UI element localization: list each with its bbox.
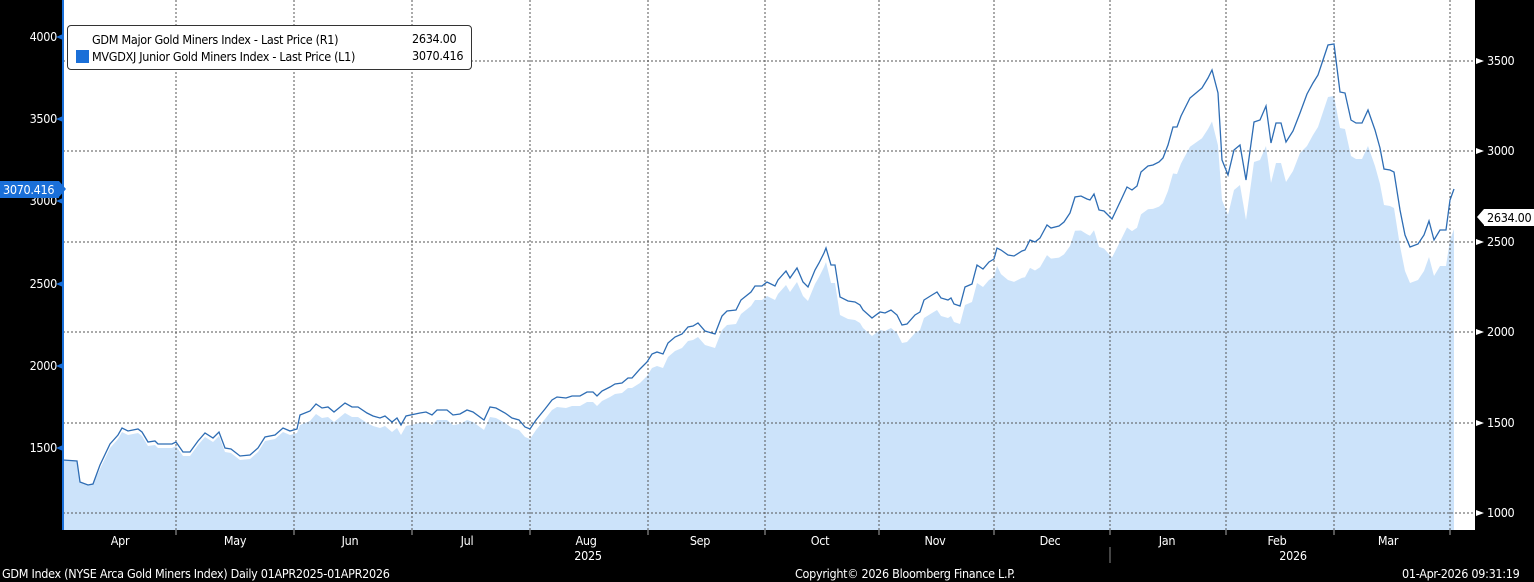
legend-label: GDM Major Gold Miners Index - Last Price… <box>92 31 339 47</box>
month-label: Apr <box>110 533 130 548</box>
right-tick: 1500 <box>1487 415 1515 430</box>
month-label: Dec <box>1039 533 1061 548</box>
left-tick: 3500 <box>29 111 58 126</box>
year-label: 2025 <box>574 548 602 563</box>
left-tick: 1500 <box>29 440 58 455</box>
month-label: Oct <box>810 533 830 548</box>
month-label: Sep <box>689 533 711 548</box>
timestamp: 01-Apr-2026 09:31:19 <box>1402 566 1520 581</box>
legend-value: 2634.00 <box>412 31 457 46</box>
right-last-price-label: 2634.00 <box>1477 209 1534 226</box>
month-label: Jul <box>460 533 474 548</box>
left-tick: 4000 <box>29 29 58 44</box>
month-label: Jan <box>1158 533 1176 548</box>
year-label: 2026 <box>1279 548 1307 563</box>
legend-swatch-white-icon <box>76 32 89 46</box>
legend-item-gdm: GDM Major Gold Miners Index - Last Price… <box>76 31 338 47</box>
legend-value: 3070.416 <box>412 48 464 63</box>
left-tick: 2000 <box>29 358 58 373</box>
right-axis-ticks <box>1476 58 1484 516</box>
right-tick: 2000 <box>1487 324 1515 339</box>
mvgdxj-line-series <box>62 43 1455 486</box>
right-tick: 2500 <box>1487 234 1515 249</box>
month-label: Mar <box>1377 533 1399 548</box>
left-last-price-label: 3070.416 <box>0 181 66 198</box>
right-tick: 3500 <box>1487 53 1515 68</box>
legend-label: MVGDXJ Junior Gold Miners Index - Last P… <box>92 48 356 64</box>
legend-swatch-blue-icon <box>76 49 89 63</box>
legend-item-mvgdxj: MVGDXJ Junior Gold Miners Index - Last P… <box>76 48 355 64</box>
month-label: Feb <box>1267 533 1287 548</box>
month-label: Aug <box>575 533 597 548</box>
chart-description: GDM Index (NYSE Arca Gold Miners Index) … <box>2 566 390 581</box>
gdm-area-series <box>63 96 1454 530</box>
month-label: Nov <box>924 533 946 548</box>
copyright-text: Copyright© 2026 Bloomberg Finance L.P. <box>795 566 1016 581</box>
right-tick: 1000 <box>1487 505 1515 520</box>
month-label: May <box>223 533 247 548</box>
left-tick: 2500 <box>29 276 58 291</box>
legend: GDM Major Gold Miners Index - Last Price… <box>67 25 472 70</box>
month-label: Jun <box>341 533 359 548</box>
left-axis-ticks <box>56 34 63 451</box>
right-tick: 3000 <box>1487 143 1515 158</box>
gridlines <box>63 0 1475 535</box>
